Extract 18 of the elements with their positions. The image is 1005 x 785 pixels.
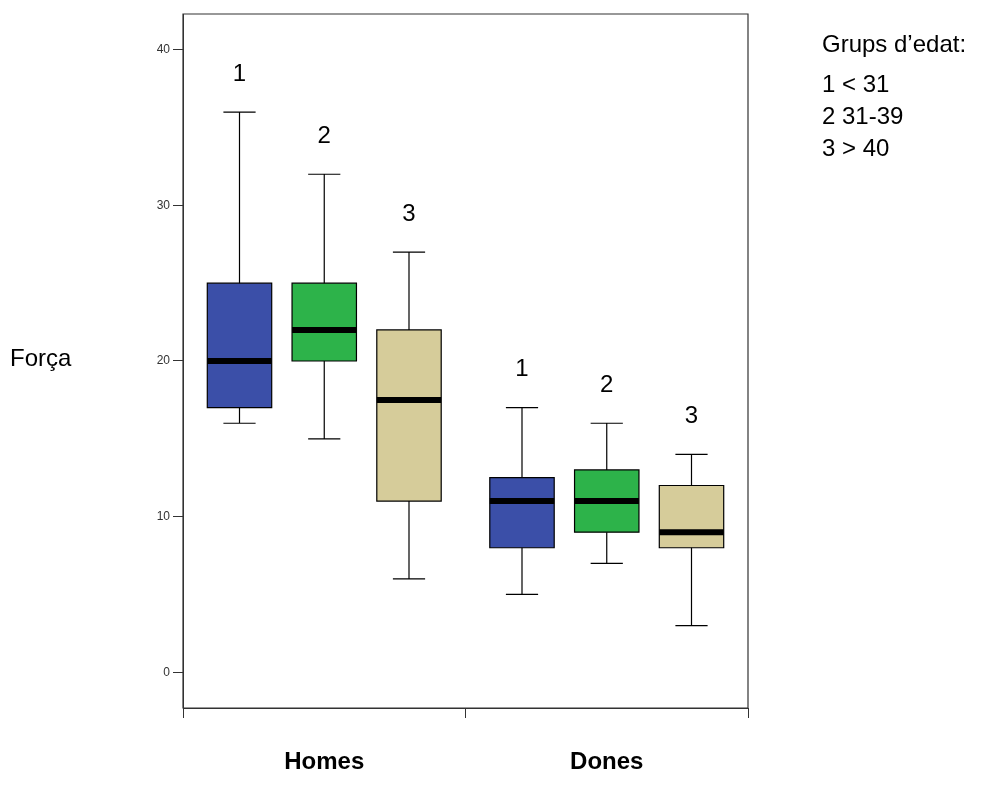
text: 1 bbox=[515, 354, 529, 382]
x-tick-label: Dones bbox=[570, 747, 644, 775]
y-tick-label: 40 bbox=[156, 42, 171, 57]
y-tick-label: 20 bbox=[156, 353, 171, 368]
text: 2 bbox=[317, 120, 331, 148]
y-tick-label: 30 bbox=[156, 197, 171, 212]
y-axis-title: Força bbox=[10, 343, 72, 371]
text: 2 bbox=[600, 369, 614, 397]
text: Grups d’edat: bbox=[822, 29, 967, 57]
text: 3 bbox=[684, 400, 699, 428]
text: 1 bbox=[232, 58, 247, 86]
text: 3 > 40 bbox=[822, 133, 890, 161]
text: 3 bbox=[402, 198, 416, 226]
text: 2 31-39 bbox=[822, 101, 904, 129]
y-tick-label: 10 bbox=[156, 508, 171, 523]
x-tick-label: Homes bbox=[284, 747, 365, 775]
text: 1 < 31 bbox=[822, 69, 890, 97]
y-tick-label: 0 bbox=[163, 664, 171, 679]
